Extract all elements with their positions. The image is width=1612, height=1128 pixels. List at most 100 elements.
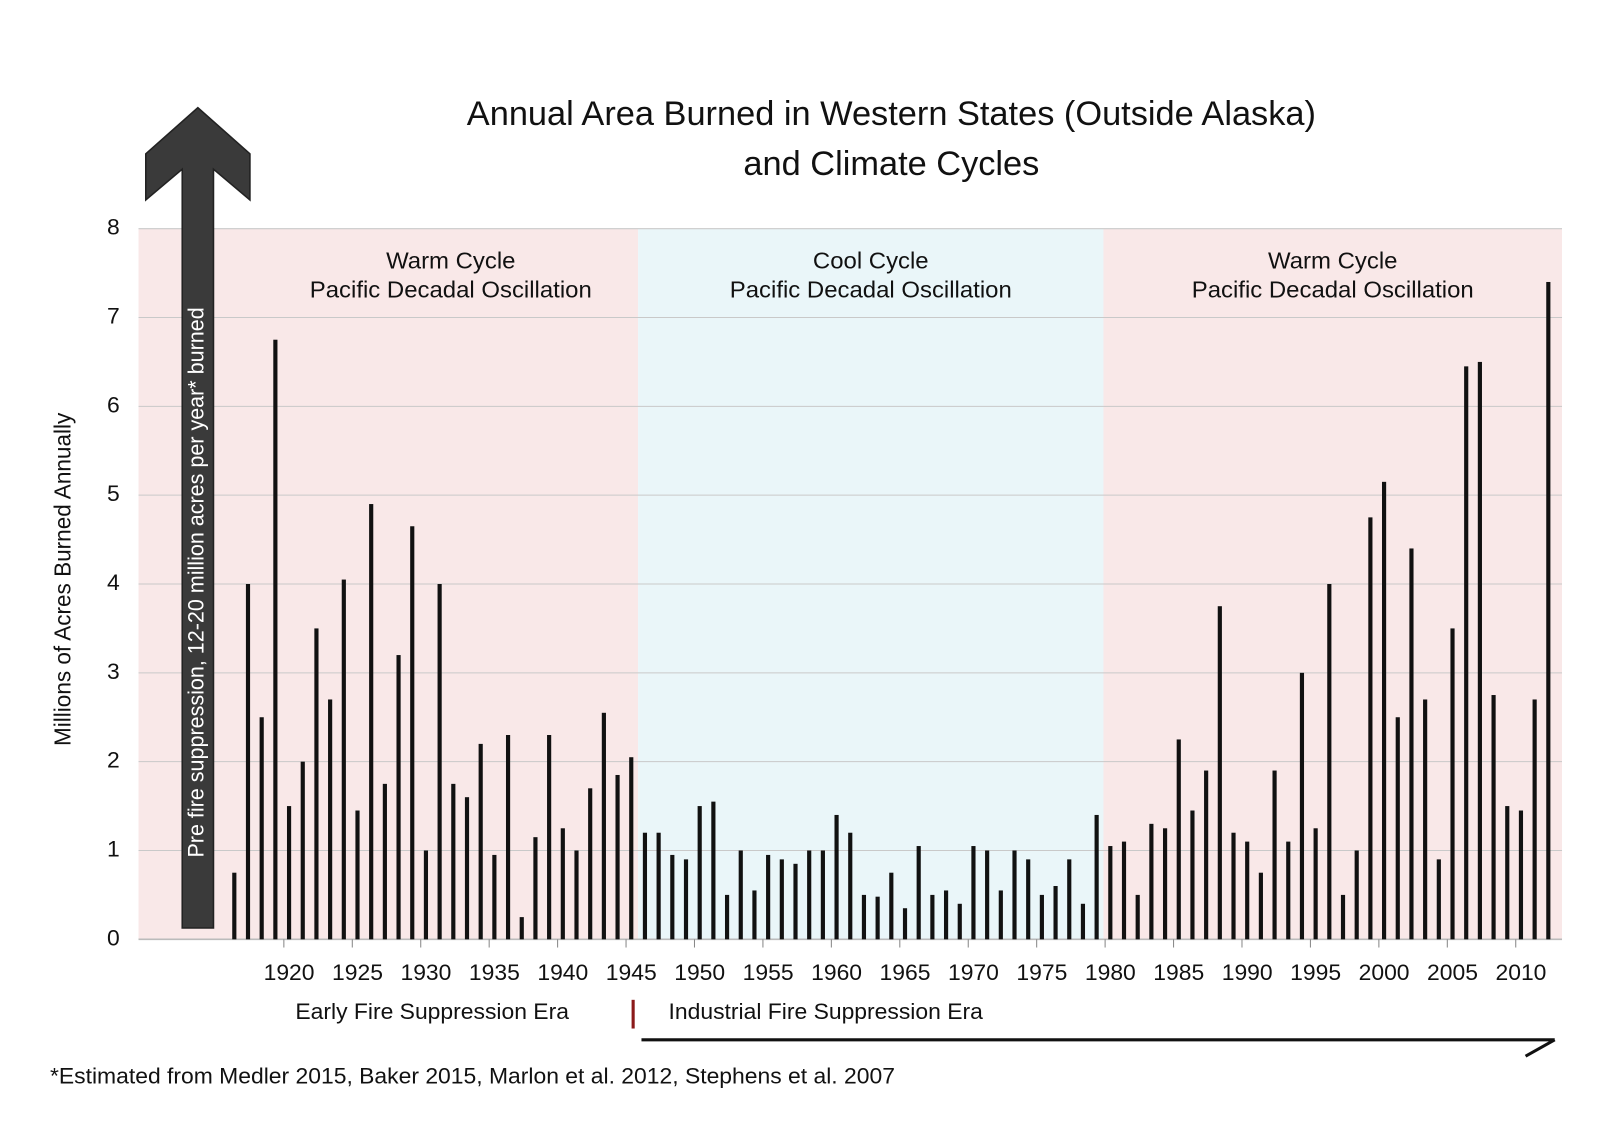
bar — [588, 788, 593, 940]
bar — [1039, 894, 1044, 940]
bar — [1272, 770, 1277, 940]
x-tick-label: 1950 — [674, 959, 725, 985]
bar — [369, 504, 374, 940]
bar — [574, 850, 579, 940]
bar — [1518, 810, 1524, 940]
bar — [1258, 872, 1263, 940]
bar — [286, 806, 292, 940]
bar — [807, 850, 812, 940]
bar — [1381, 481, 1387, 940]
bar — [423, 850, 429, 940]
bar — [957, 903, 962, 940]
bar — [464, 797, 470, 940]
bar — [560, 828, 565, 940]
bar — [601, 712, 606, 940]
bar — [656, 832, 661, 940]
bar — [670, 854, 675, 940]
y-tick-label: 3 — [107, 658, 120, 684]
x-tick-label: 1960 — [811, 959, 862, 985]
bar — [642, 832, 648, 940]
bar — [341, 579, 346, 940]
bar — [752, 890, 757, 940]
bar — [834, 814, 839, 940]
bar — [396, 655, 401, 940]
region-label: Pacific Decadal Oscillation — [1192, 277, 1474, 304]
y-tick-label: 0 — [107, 924, 120, 950]
era-label: Early Fire Suppression Era — [295, 998, 569, 1024]
x-tick-label: 1940 — [537, 959, 588, 985]
chart-title: Annual Area Burned in Western States (Ou… — [467, 95, 1316, 133]
bar — [382, 783, 387, 940]
bar — [273, 339, 278, 940]
bar — [1491, 695, 1496, 940]
bar — [1012, 850, 1017, 940]
y-tick-label: 8 — [107, 214, 120, 240]
region-label: Pacific Decadal Oscillation — [310, 277, 592, 304]
y-tick-label: 7 — [107, 303, 120, 329]
y-tick-label: 5 — [107, 480, 120, 506]
bar — [1313, 828, 1318, 940]
x-tick-label: 1980 — [1085, 959, 1136, 985]
y-tick-label: 6 — [107, 391, 120, 417]
x-tick-label: 1990 — [1222, 959, 1273, 985]
bar — [724, 894, 730, 940]
bar — [410, 526, 415, 940]
bar — [793, 863, 798, 940]
bar — [711, 801, 716, 940]
bar — [930, 894, 935, 940]
bar — [1327, 583, 1332, 940]
bar — [1286, 841, 1291, 940]
bar — [505, 735, 511, 940]
bar — [998, 890, 1003, 940]
bar — [1450, 628, 1455, 940]
bar — [615, 774, 620, 940]
bar — [971, 846, 976, 940]
bar — [1409, 548, 1414, 940]
bar — [547, 735, 552, 940]
bar — [1354, 850, 1359, 940]
x-tick-label: 1995 — [1290, 959, 1341, 985]
region-label: Warm Cycle — [386, 248, 515, 275]
bar — [478, 743, 483, 940]
bar — [300, 761, 305, 940]
bar — [738, 850, 743, 940]
bar — [1162, 828, 1168, 940]
x-tick-label: 1975 — [1016, 959, 1067, 985]
bar — [492, 854, 497, 940]
x-tick-label: 1945 — [606, 959, 657, 985]
region-label: Warm Cycle — [1268, 248, 1397, 275]
bar — [1190, 810, 1195, 940]
era-arrow — [641, 1038, 1556, 1058]
bar — [1464, 366, 1469, 940]
x-tick-label: 1955 — [743, 959, 794, 985]
y-tick-label: 1 — [107, 836, 120, 862]
bar — [902, 908, 908, 940]
bar — [1368, 517, 1373, 940]
bar — [1026, 859, 1031, 940]
bar — [1423, 699, 1428, 940]
x-tick-label: 2005 — [1427, 959, 1478, 985]
bar — [1108, 846, 1113, 940]
era-label: Industrial Fire Suppression Era — [669, 998, 984, 1024]
bar — [1505, 806, 1510, 940]
y-tick-label: 2 — [107, 747, 120, 773]
bar — [820, 850, 825, 940]
bar — [437, 583, 442, 940]
arrow-label: Pre fire suppression, 12-20 million acre… — [183, 307, 208, 857]
x-tick-label: 1985 — [1153, 959, 1204, 985]
bar — [1436, 859, 1441, 940]
bar — [355, 810, 360, 940]
bar — [683, 859, 689, 940]
bar — [1135, 894, 1140, 940]
bar — [451, 783, 456, 940]
bar — [1546, 281, 1551, 940]
bar — [889, 872, 894, 940]
bar — [1053, 886, 1058, 940]
bar — [779, 859, 784, 940]
bar — [1176, 739, 1181, 940]
x-tick-label: 1930 — [400, 959, 451, 985]
bar — [1532, 699, 1537, 940]
bar — [1340, 894, 1346, 940]
bar — [1477, 361, 1482, 940]
